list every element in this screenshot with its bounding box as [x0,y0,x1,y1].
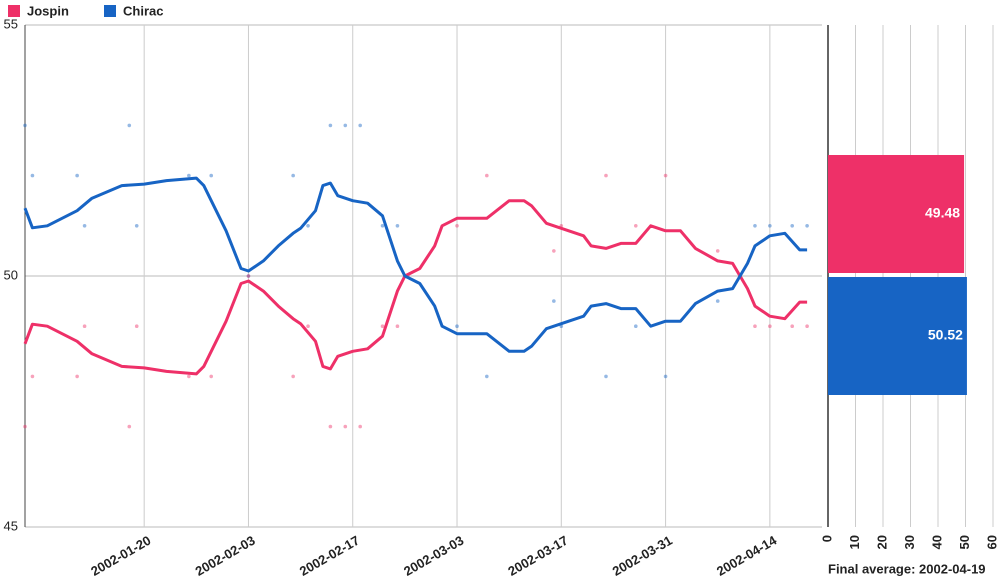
series-line [23,199,808,376]
legend-swatch [8,5,20,17]
poll-dot [306,324,310,329]
bar-value-label: 50.52 [928,327,963,343]
poll-dot [75,374,79,379]
poll-dot [358,123,362,128]
x-tick-label: 30 [902,535,917,549]
legend-label: Jospin [27,3,69,18]
poll-dot [805,324,809,329]
bar-value-label: 49.48 [925,205,960,221]
poll-dot [343,424,348,429]
poll-dot [455,324,459,329]
poll-dot [246,274,251,278]
poll-dot [358,424,362,429]
poll-dot [328,424,333,429]
x-tick-label: 40 [929,535,944,549]
x-tick-label: 2002-01-20 [88,533,153,579]
poll-dot [134,324,139,329]
poll-dot [753,224,757,228]
x-tick-label: 2002-04-14 [714,532,780,579]
y-tick-label: 50 [4,267,18,282]
x-tick-label: 2002-03-03 [401,533,466,579]
x-tick-label: 20 [874,535,889,549]
poll-dot [127,424,132,429]
poll-dot [134,224,139,228]
poll-dot [552,249,556,253]
x-tick-label: 0 [819,535,834,542]
poll-dot [23,424,27,429]
poll-dot [485,173,489,178]
poll-dot [380,224,385,228]
poll-dot [604,374,608,379]
poll-dot [552,299,556,303]
poll-dot [633,324,638,329]
series-line [23,176,808,353]
poll-dot [768,324,772,329]
poll-dot [209,374,214,379]
x-tick-label: 2002-02-17 [297,533,362,579]
poll-dot [246,274,251,278]
x-tick-label: 2002-03-31 [610,533,675,579]
poll-dot [485,374,489,379]
poll-dot [715,299,720,303]
poll-dot [187,173,191,178]
x-tick-label: 60 [984,535,999,549]
poll-dot [82,224,87,228]
poll-dot [604,173,608,178]
x-tick-label: 2002-03-17 [505,533,570,579]
bar [828,155,965,273]
poll-dot [343,123,348,128]
poll-dot [291,173,295,178]
poll-dot [715,249,720,253]
poll-dot [30,173,35,178]
poll-dot [380,324,385,329]
poll-dot [395,324,400,329]
poll-dot [663,374,668,379]
poll-dot [790,224,795,228]
poll-dot [127,123,132,128]
poll-dot [187,374,191,379]
poll-dot [306,224,310,228]
x-tick-label: 50 [957,535,972,549]
poll-dot [753,324,757,329]
bar [828,277,967,395]
legend-swatch [104,5,116,17]
x-tick-label: 10 [847,535,862,549]
poll-dot [82,324,87,329]
poll-dot [291,374,295,379]
bar-chart-title: Final average: 2002-04-19 [828,561,986,576]
poll-dot [395,224,400,228]
poll-dot [75,173,79,178]
poll-dot [790,324,795,329]
y-tick-label: 55 [4,16,18,31]
legend: Jospin Chirac [8,3,163,18]
poll-dot [768,224,772,228]
poll-dot [663,173,668,178]
poll-dot [633,224,638,228]
poll-dot [455,224,459,228]
legend-label: Chirac [123,3,163,18]
poll-dot [209,173,214,178]
poll-dot [23,123,27,128]
poll-dot [328,123,333,128]
poll-dot [805,224,809,228]
x-tick-label: 2002-02-03 [193,533,258,579]
y-tick-label: 45 [4,518,18,533]
poll-dot [30,374,35,379]
